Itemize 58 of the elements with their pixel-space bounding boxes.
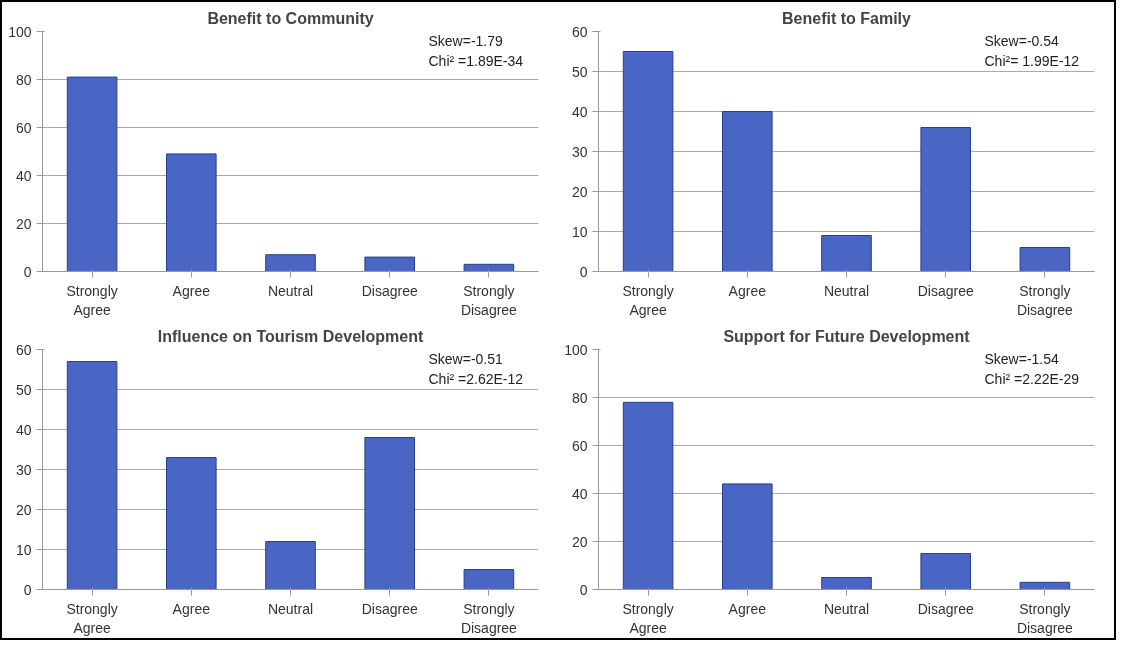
chart-title: Benefit to Family bbox=[782, 9, 912, 27]
y-tick-label: 20 bbox=[15, 501, 32, 518]
y-tick-label: 40 bbox=[571, 485, 588, 502]
annotation: Skew=-1.79 bbox=[428, 32, 504, 49]
y-tick-label: 60 bbox=[15, 119, 32, 136]
x-tick-label: Agree bbox=[172, 282, 211, 299]
y-tick-label: 50 bbox=[15, 381, 32, 398]
y-tick-label: 30 bbox=[571, 143, 588, 160]
annotation: Skew=-0.54 bbox=[984, 32, 1060, 49]
x-tick-label: Strongly Disagree bbox=[460, 282, 518, 318]
y-tick-label: 50 bbox=[571, 63, 588, 80]
y-tick-label: 60 bbox=[15, 341, 32, 358]
x-tick-label: Disagree bbox=[917, 282, 974, 299]
annotation: Chi² =2.22E-29 bbox=[984, 370, 1080, 387]
annotation: Skew=-0.51 bbox=[428, 350, 504, 367]
x-tick-label: Strongly Agree bbox=[66, 282, 118, 318]
y-tick-label: 0 bbox=[23, 263, 32, 280]
y-tick-label: 0 bbox=[23, 581, 32, 598]
y-tick-label: 60 bbox=[571, 23, 588, 40]
y-tick-label: 80 bbox=[15, 71, 32, 88]
x-tick-label: Agree bbox=[728, 600, 767, 617]
x-tick-label: Strongly Disagree bbox=[1016, 600, 1074, 636]
x-tick-label: Agree bbox=[172, 600, 211, 617]
x-tick-label: Neutral bbox=[267, 600, 314, 617]
x-tick-label: Strongly Agree bbox=[622, 600, 674, 636]
y-tick-label: 20 bbox=[15, 215, 32, 232]
annotation: Chi²= 1.99E-12 bbox=[984, 52, 1080, 69]
y-tick-label: 20 bbox=[571, 183, 588, 200]
y-tick-label: 0 bbox=[579, 263, 588, 280]
x-tick-label: Neutral bbox=[823, 282, 870, 299]
y-tick-label: 100 bbox=[8, 23, 32, 40]
y-tick-label: 40 bbox=[15, 167, 32, 184]
annotation: Chi² =1.89E-34 bbox=[428, 52, 524, 69]
x-tick-label: Disagree bbox=[361, 282, 418, 299]
x-tick-label: Neutral bbox=[823, 600, 870, 617]
y-tick-label: 20 bbox=[571, 533, 588, 550]
x-tick-label: Neutral bbox=[267, 282, 314, 299]
chart-title: Influence on Tourism Development bbox=[157, 327, 424, 345]
x-tick-label: Agree bbox=[728, 282, 767, 299]
x-tick-label: Strongly Agree bbox=[66, 600, 118, 636]
y-tick-label: 40 bbox=[571, 103, 588, 120]
chart-title: Benefit to Community bbox=[207, 9, 374, 27]
chart-title: Support for Future Development bbox=[723, 327, 971, 345]
y-tick-label: 0 bbox=[579, 581, 588, 598]
x-tick-label: Strongly Disagree bbox=[1016, 282, 1074, 318]
y-tick-label: 40 bbox=[15, 421, 32, 438]
x-tick-label: Strongly Agree bbox=[622, 282, 674, 318]
x-tick-label: Disagree bbox=[917, 600, 974, 617]
y-tick-label: 60 bbox=[571, 437, 588, 454]
y-tick-label: 100 bbox=[564, 341, 588, 358]
x-tick-label: Disagree bbox=[361, 600, 418, 617]
y-tick-label: 30 bbox=[15, 461, 32, 478]
y-tick-label: 80 bbox=[571, 389, 588, 406]
y-tick-label: 10 bbox=[571, 223, 588, 240]
y-tick-label: 10 bbox=[15, 541, 32, 558]
annotation: Skew=-1.54 bbox=[984, 350, 1060, 367]
annotation: Chi² =2.62E-12 bbox=[428, 370, 524, 387]
x-tick-label: Strongly Disagree bbox=[460, 600, 518, 636]
